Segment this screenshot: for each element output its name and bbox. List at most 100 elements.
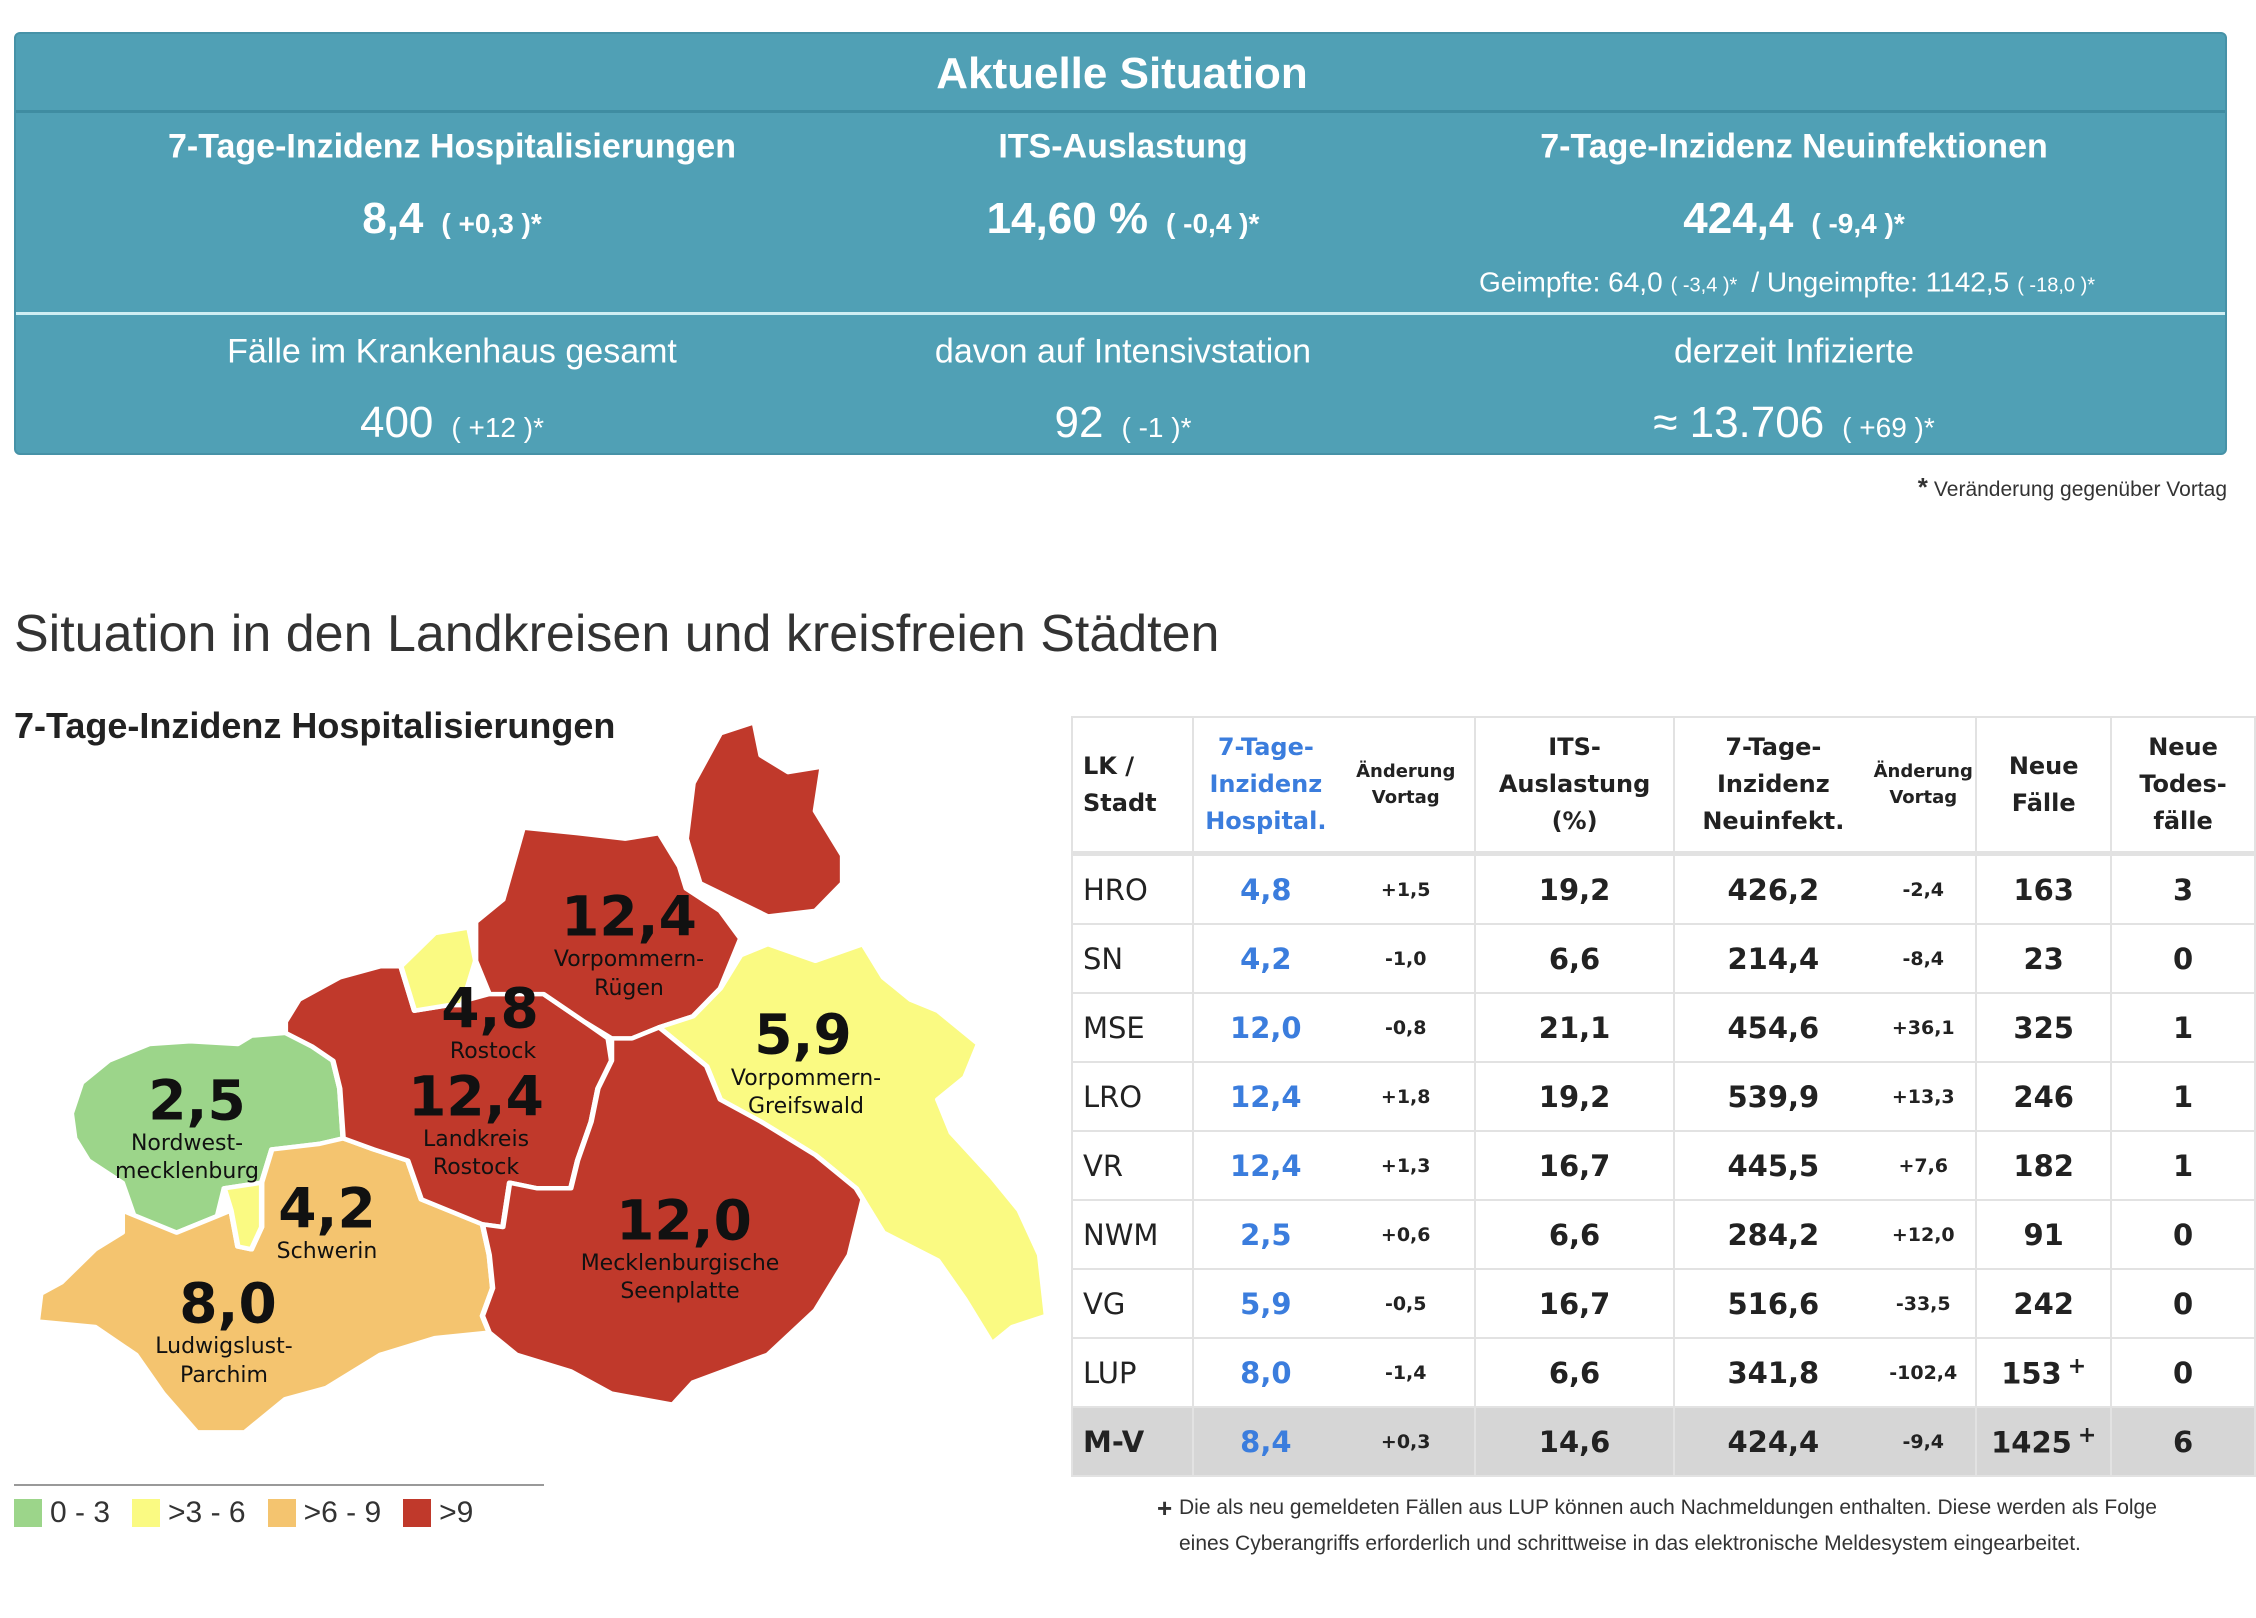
cell-its: 16,7: [1473, 1130, 1676, 1201]
cell-its: 14,6: [1473, 1406, 1676, 1477]
map-value-HRO: 4,8: [441, 976, 539, 1041]
table-row: VR 12,4 +1,3 16,7 445,5 +7,6 182 1: [1071, 1130, 2256, 1201]
table-header-row: LK / Stadt 7-Tage- Inzidenz Hospital. Änder…: [1071, 716, 2256, 856]
icu-cases-change: ( -1 )*: [1121, 412, 1192, 443]
region-SN[interactable]: [221, 1180, 265, 1252]
region-VR-ruegen[interactable]: [683, 719, 846, 919]
region-MSE[interactable]: [479, 1025, 866, 1407]
section-title: Situation in den Landkreisen und kreisfr…: [14, 605, 1220, 663]
map-value-SN: 4,2: [278, 1176, 376, 1241]
cell-hosp: 4,8: [1191, 852, 1338, 925]
cell-lk: NWM: [1071, 1199, 1194, 1270]
cell-tode: 0: [2110, 1199, 2256, 1270]
map-name-MSE: Mecklenburgische: [580, 1251, 780, 1276]
cell-neu-chg: -8,4: [1871, 923, 1978, 994]
hosp-incidence-label: 7-Tage-Inzidenz Hospitalisierungen: [168, 127, 736, 166]
cell-hosp-chg: +1,5: [1337, 852, 1476, 925]
hosp-incidence-value: 8,4: [362, 194, 424, 243]
cell-hosp-chg: +0,6: [1337, 1199, 1476, 1270]
table-row: VG 5,9 -0,5 16,7 516,6 -33,5 242 0: [1071, 1268, 2256, 1339]
cell-tode: 3: [2110, 852, 2256, 925]
new-infections-label: 7-Tage-Inzidenz Neuinfektionen: [1540, 127, 2048, 166]
cell-hosp: 5,9: [1191, 1268, 1338, 1339]
cell-neu-chg: -102,4: [1871, 1337, 1978, 1408]
map-name-VR: Vorpommern-: [553, 947, 705, 972]
new-infections-value-group: 424,4 ( -9,4 )*: [1683, 194, 1904, 244]
vaccinated-value: Geimpfte: 64,0: [1478, 266, 1663, 298]
icu-cases-group: 92 ( -1 )*: [1055, 398, 1192, 448]
map-value-VG: 5,9: [754, 1002, 852, 1067]
cell-tode: 6: [2110, 1406, 2256, 1477]
legend-swatch: [14, 1499, 42, 1527]
cell-faelle: 91: [1975, 1199, 2113, 1270]
cell-lk: VG: [1071, 1268, 1194, 1339]
cell-faelle: 325: [1975, 992, 2113, 1063]
hosp-incidence-change: ( +0,3 )*: [441, 208, 542, 239]
map-name-HRO: Rostock: [449, 1039, 537, 1064]
map-name-LUP: Ludwigslust-: [155, 1334, 293, 1359]
cell-neu-chg: +13,3: [1871, 1061, 1978, 1132]
cell-neu-chg: +7,6: [1871, 1130, 1978, 1201]
header-lk: LK / Stadt: [1071, 716, 1194, 856]
cell-neu: 424,4: [1673, 1406, 1872, 1477]
cell-lk: SN: [1071, 923, 1194, 994]
cell-neu: 284,2: [1673, 1199, 1872, 1270]
header-neu: 7-Tage- Inzidenz Neuinfekt.: [1673, 716, 1872, 856]
table-footnote-text: Die als neu gemeldeten Fällen aus LUP kö…: [1179, 1496, 2157, 1555]
cell-hosp-chg: -0,5: [1337, 1268, 1476, 1339]
cell-hosp-chg: -1,4: [1337, 1337, 1476, 1408]
map-name-MSE-2: Seenplatte: [620, 1279, 740, 1304]
cell-hosp: 8,0: [1191, 1337, 1338, 1408]
header-hosp-change: Änderung Vortag: [1337, 716, 1476, 856]
cell-neu: 445,5: [1673, 1130, 1872, 1201]
its-value: 14,60 %: [986, 194, 1149, 243]
cell-neu-chg: -33,5: [1871, 1268, 1978, 1339]
legend-label: 0 - 3: [50, 1496, 111, 1529]
unvaccinated-change: ( -18,0 )*: [2017, 274, 2096, 297]
hospital-cases-group: 400 ( +12 )*: [360, 398, 544, 448]
cell-faelle: 242: [1975, 1268, 2113, 1339]
map-legend: 0 - 3 >3 - 6 >6 - 9 >9: [14, 1484, 544, 1530]
cell-lk: VR: [1071, 1130, 1194, 1201]
cell-neu: 426,2: [1673, 852, 1872, 925]
legend-label: >6 - 9: [303, 1496, 382, 1529]
cell-hosp-chg: +1,3: [1337, 1130, 1476, 1201]
table-row: MSE 12,0 -0,8 21,1 454,6 +36,1 325 1: [1071, 992, 2256, 1063]
map-value-NWM: 2,5: [148, 1068, 246, 1133]
cell-tode: 0: [2110, 1337, 2256, 1408]
cell-hosp: 4,2: [1191, 923, 1338, 994]
header-faelle: Neue Fälle: [1975, 716, 2113, 856]
map-value-LUP: 8,0: [179, 1271, 277, 1336]
divider: [16, 312, 2225, 315]
legend-label: >9: [439, 1496, 474, 1529]
map-value-VR: 12,4: [561, 884, 697, 949]
map-name-VR-2: Rügen: [594, 976, 664, 1001]
district-map: [34, 719, 1050, 1435]
cell-lk: MSE: [1071, 992, 1194, 1063]
map-value-LRO: 12,4: [408, 1064, 544, 1129]
cell-hosp: 8,4: [1191, 1406, 1338, 1477]
cell-faelle: 182: [1975, 1130, 2113, 1201]
table-row: SN 4,2 -1,0 6,6 214,4 -8,4 23 0: [1071, 923, 2256, 994]
cell-its: 6,6: [1473, 1337, 1676, 1408]
header-tode: Neue Todes-fälle: [2110, 716, 2256, 856]
table-row: M-V 8,4 +0,3 14,6 424,4 -9,4 1425 +6: [1071, 1406, 2256, 1477]
region-HRO[interactable]: [398, 925, 479, 1013]
cell-faelle: 163: [1975, 852, 2113, 925]
district-table: LK / Stadt 7-Tage- Inzidenz Hospital. Änder…: [1071, 716, 2256, 1477]
infected-value: ≈ 13.706: [1653, 398, 1825, 447]
cell-neu: 341,8: [1673, 1337, 1872, 1408]
region-VR[interactable]: [472, 825, 744, 1041]
new-infections-change: ( -9,4 )*: [1811, 208, 1905, 239]
map-name-LRO: Landkreis: [422, 1127, 530, 1152]
plus-mark: +: [2077, 1423, 2097, 1449]
legend-item: 0 - 3: [14, 1496, 110, 1530]
cell-tode: 1: [2110, 992, 2256, 1063]
separator: /: [1751, 266, 1760, 298]
cell-lk: HRO: [1071, 852, 1194, 925]
header-neu-change: Änderung Vortag: [1871, 716, 1978, 856]
icu-cases-label: davon auf Intensivstation: [934, 332, 1312, 371]
cell-its: 19,2: [1473, 852, 1676, 925]
new-infections-value: 424,4: [1683, 194, 1794, 243]
cell-lk: LUP: [1071, 1337, 1194, 1408]
